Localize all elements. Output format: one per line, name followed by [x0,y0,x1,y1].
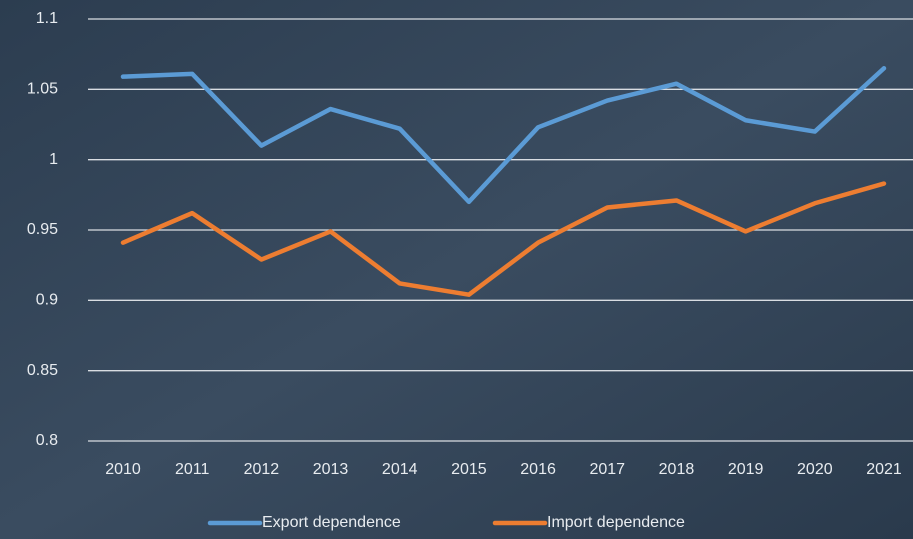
background [0,0,913,539]
x-tick-label: 2021 [866,461,902,478]
x-tick-label: 2015 [451,461,487,478]
y-tick-label: 0.85 [27,362,58,379]
y-tick-label: 0.9 [36,292,58,309]
legend-label: Import dependence [547,514,685,531]
y-tick-label: 1.1 [36,10,58,27]
x-tick-label: 2012 [244,461,280,478]
y-tick-label: 0.95 [27,221,58,238]
y-tick-label: 1.05 [27,81,58,98]
x-tick-label: 2010 [105,461,141,478]
y-tick-label: 1 [49,151,58,168]
x-tick-label: 2011 [175,461,210,478]
x-tick-label: 2018 [659,461,695,478]
x-tick-label: 2016 [520,461,556,478]
x-tick-label: 2020 [797,461,833,478]
chart: 0.8 0.85 0.9 0.95 1 1.05 1.1 2010 2011 2012 2013 20… [0,0,913,539]
legend-label: Export dependence [262,514,401,531]
y-tick-label: 0.8 [36,432,58,449]
x-tick-label: 2019 [728,461,764,478]
x-tick-label: 2014 [382,461,418,478]
x-tick-label: 2013 [313,461,349,478]
x-tick-label: 2017 [589,461,625,478]
